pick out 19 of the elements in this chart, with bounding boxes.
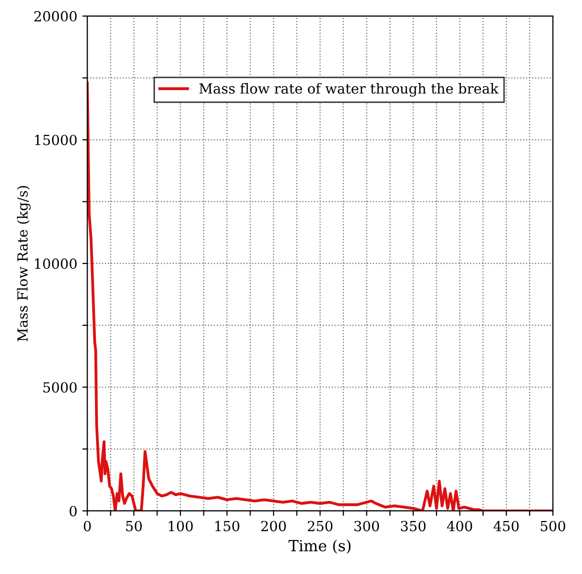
x-tick-label: 500 [540,520,566,532]
y-tick-label: 20000 [34,11,77,22]
y-axis-title: Mass Flow Rate (kg/s) [16,186,31,342]
x-tick-label: 300 [354,520,379,532]
legend-label: Mass flow rate of water through the break [199,83,499,97]
x-tick-label: 200 [261,520,286,532]
x-tick-label: 50 [126,520,142,532]
y-tick-label: 10000 [35,258,77,269]
y-tick-label: 5000 [43,382,77,393]
x-axis-title: Time (s) [288,540,351,554]
x-tick-label: 250 [308,520,332,532]
x-tick-label: 100 [168,520,193,532]
y-tick-label: 0 [70,506,77,516]
x-tick-label: 350 [401,520,426,532]
x-tick-label: 450 [494,520,519,532]
x-tick-label: 150 [215,520,240,532]
x-tick-label: 0 [84,520,91,532]
y-tick-label: 15000 [35,134,77,146]
x-tick-label: 400 [446,520,472,532]
